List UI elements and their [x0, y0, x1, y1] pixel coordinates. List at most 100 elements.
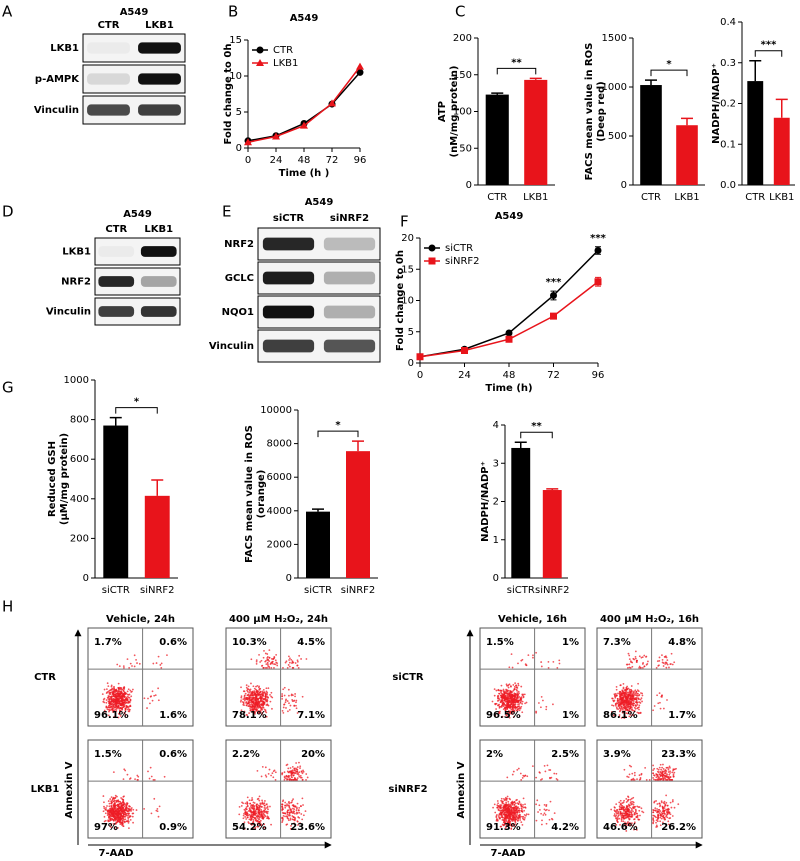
event-dot — [518, 807, 521, 810]
event-dot — [117, 682, 120, 685]
event-dot — [270, 667, 273, 669]
event-dot — [630, 813, 633, 815]
event-dot — [135, 658, 137, 661]
event-dot — [107, 819, 110, 822]
event-dot — [672, 773, 675, 776]
event-dot — [150, 812, 153, 815]
event-dot — [267, 817, 270, 820]
event-dot — [630, 811, 632, 814]
event-dot — [268, 656, 271, 659]
event-dot — [513, 692, 516, 695]
event-dot — [620, 700, 622, 703]
event-dot — [544, 809, 547, 812]
event-dot — [288, 659, 290, 661]
event-dot — [669, 779, 672, 781]
event-dot — [501, 715, 504, 718]
event-dot — [121, 798, 124, 801]
event-dot — [107, 714, 110, 717]
event-dot — [286, 667, 289, 669]
event-dot — [494, 702, 496, 705]
event-dot — [243, 808, 246, 811]
y-axis-label: Annexin V — [456, 761, 467, 818]
event-dot — [113, 700, 115, 703]
data-point — [594, 247, 602, 254]
event-dot — [265, 775, 268, 778]
event-dot — [520, 779, 523, 781]
event-dot — [258, 688, 261, 690]
event-dot — [244, 816, 247, 818]
lane-label: CTR — [105, 224, 127, 235]
event-dot — [498, 703, 500, 706]
event-dot — [520, 685, 523, 688]
event-dot — [506, 684, 508, 687]
row-label: siNRF2 — [388, 784, 427, 795]
y-axis-label: (orange) — [256, 470, 267, 519]
event-dot — [632, 777, 635, 780]
blot-band — [98, 306, 135, 317]
event-dot — [108, 812, 110, 815]
bar — [511, 447, 531, 578]
event-dot — [146, 707, 148, 709]
event-dot — [121, 815, 124, 817]
event-dot — [618, 805, 621, 808]
event-dot — [633, 690, 635, 693]
event-dot — [252, 694, 254, 697]
event-dot — [495, 708, 498, 710]
event-dot — [662, 810, 665, 812]
event-dot — [623, 707, 625, 709]
event-dot — [248, 807, 251, 810]
event-dot — [513, 803, 516, 806]
event-dot — [295, 806, 298, 809]
event-dot — [288, 813, 291, 816]
event-dot — [111, 702, 114, 705]
event-dot — [627, 815, 629, 818]
series-line — [247, 66, 361, 143]
event-dot — [497, 802, 499, 805]
event-dot — [257, 710, 260, 712]
quadrant-percent: 23.6% — [290, 822, 325, 833]
event-dot — [661, 654, 663, 657]
event-dot — [498, 817, 501, 820]
event-dot — [645, 663, 648, 666]
event-dot — [495, 816, 498, 819]
event-dot — [516, 695, 519, 698]
event-dot — [243, 812, 245, 815]
event-dot — [657, 768, 660, 771]
event-dot — [283, 686, 286, 689]
event-dot — [297, 773, 300, 776]
panel-label: A — [2, 3, 13, 21]
event-dot — [261, 705, 264, 707]
event-dot — [498, 806, 501, 809]
event-dot — [616, 809, 619, 811]
event-dot — [637, 697, 640, 700]
event-dot — [147, 697, 149, 700]
quadrant-percent: 97% — [94, 822, 118, 833]
quadrant-percent: 4.2% — [551, 822, 579, 833]
event-dot — [628, 821, 631, 824]
quadrant-percent: 96.5% — [486, 710, 521, 721]
event-dot — [127, 702, 129, 704]
event-dot — [269, 693, 271, 696]
event-dot — [296, 777, 299, 780]
event-dot — [516, 769, 519, 771]
event-dot — [618, 710, 621, 713]
event-dot — [619, 810, 622, 813]
event-dot — [621, 802, 624, 804]
event-dot — [620, 808, 623, 811]
y-axis-label: Fold change to 0h — [395, 250, 406, 351]
series-line — [247, 71, 361, 142]
event-dot — [628, 824, 631, 827]
event-dot — [623, 814, 626, 817]
event-dot — [506, 701, 509, 704]
event-dot — [251, 691, 254, 694]
event-dot — [511, 825, 513, 828]
event-dot — [132, 821, 134, 824]
event-dot — [517, 700, 520, 703]
event-dot — [621, 806, 623, 809]
event-dot — [523, 818, 526, 821]
event-dot — [663, 800, 666, 803]
event-dot — [496, 800, 499, 802]
event-dot — [610, 711, 613, 713]
event-dot — [117, 809, 120, 811]
event-dot — [613, 693, 616, 696]
